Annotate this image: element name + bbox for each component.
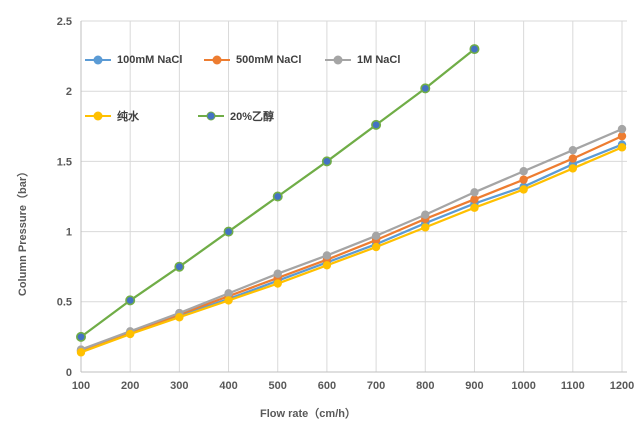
legend-label: 20%乙醇 [230, 111, 275, 123]
x-tick-label: 400 [219, 380, 237, 392]
data-point-20- [272, 191, 283, 202]
legend-line-100mm-nacl [85, 55, 111, 65]
x-tick-label: 500 [269, 380, 287, 392]
data-point-- [470, 203, 479, 212]
y-tick-label: 1 [66, 226, 72, 238]
legend-marker-icon [333, 55, 343, 65]
data-point-500mm-nacl [617, 131, 627, 141]
data-point-- [568, 164, 578, 173]
legend-item-500mm-nacl: 500mM NaCl [204, 52, 301, 68]
x-tick-label: 700 [367, 380, 385, 392]
series-line-1m-nacl [79, 127, 624, 351]
data-point-- [76, 348, 86, 357]
legend-item-pure-water: 纯水 [85, 108, 139, 124]
legend-label: 1M NaCl [357, 54, 401, 66]
data-point-20- [469, 44, 480, 55]
data-point-1m-nacl [519, 167, 528, 176]
data-point-1m-nacl [224, 289, 233, 298]
data-point-- [322, 261, 332, 270]
data-point-20- [76, 331, 87, 342]
data-point-500mm-nacl [470, 195, 479, 204]
legend-marker-icon [212, 55, 222, 65]
legend-marker-icon [206, 111, 216, 121]
data-point-- [421, 223, 430, 232]
data-point-20- [371, 119, 382, 130]
data-point-1m-nacl [470, 188, 479, 197]
data-point-20- [125, 295, 136, 306]
legend-label: 纯水 [117, 111, 139, 123]
legend-item-1m-nacl: 1M NaCl [325, 52, 400, 68]
legend-marker-icon [93, 55, 103, 65]
data-point-500mm-nacl [568, 154, 578, 163]
data-point-- [371, 242, 381, 252]
y-tick-label: 2 [66, 86, 72, 98]
x-tick-label: 900 [465, 380, 483, 392]
legend-line-500mm-nacl [204, 55, 230, 65]
series-line-500mm-nacl [79, 135, 624, 353]
series-line-- [79, 146, 624, 354]
x-tick-label: 1100 [561, 380, 585, 392]
x-tick-label: 200 [121, 380, 139, 392]
y-tick-label: 1.5 [57, 156, 72, 168]
x-tick-label: 800 [416, 380, 434, 392]
data-point-- [519, 185, 528, 194]
legend-line-pure-water [85, 111, 111, 121]
data-point-- [273, 279, 282, 288]
data-point-1m-nacl [371, 231, 381, 241]
data-point-20- [321, 156, 332, 167]
x-tick-label: 1200 [610, 380, 634, 392]
legend-line-20pct-ethanol [198, 111, 224, 121]
data-point-20- [420, 83, 431, 94]
data-point-1m-nacl [568, 145, 578, 155]
legend-item-20pct-ethanol: 20%乙醇 [198, 108, 274, 124]
data-point-- [617, 143, 627, 152]
x-tick-label: 600 [318, 380, 336, 392]
data-point-20- [223, 226, 234, 237]
legend-item-100mm-nacl: 100mM NaCl [85, 52, 182, 68]
y-tick-label: 2.5 [57, 16, 72, 28]
legend-line-1m-nacl [325, 55, 351, 65]
data-point-1m-nacl [421, 210, 430, 219]
x-tick-label: 1000 [511, 380, 535, 392]
legend-label: 500mM NaCl [236, 54, 302, 66]
data-point-1m-nacl [617, 124, 627, 134]
data-point-- [224, 296, 233, 305]
legend-label: 100mM NaCl [117, 54, 183, 66]
y-tick-label: 0 [66, 367, 72, 379]
data-point-1m-nacl [273, 269, 282, 278]
data-point-1m-nacl [322, 251, 332, 260]
x-axis-title: Flow rate（cm/h） [260, 408, 356, 420]
y-axis-title: Column Pressure（bar） [17, 165, 29, 297]
data-point-500mm-nacl [519, 175, 528, 184]
data-point-- [175, 313, 184, 322]
x-tick-label: 100 [72, 380, 90, 392]
y-tick-label: 0.5 [57, 297, 72, 309]
x-tick-label: 300 [170, 380, 188, 392]
legend-marker-icon [93, 111, 103, 121]
data-point-- [125, 329, 135, 339]
data-point-20- [174, 261, 185, 272]
